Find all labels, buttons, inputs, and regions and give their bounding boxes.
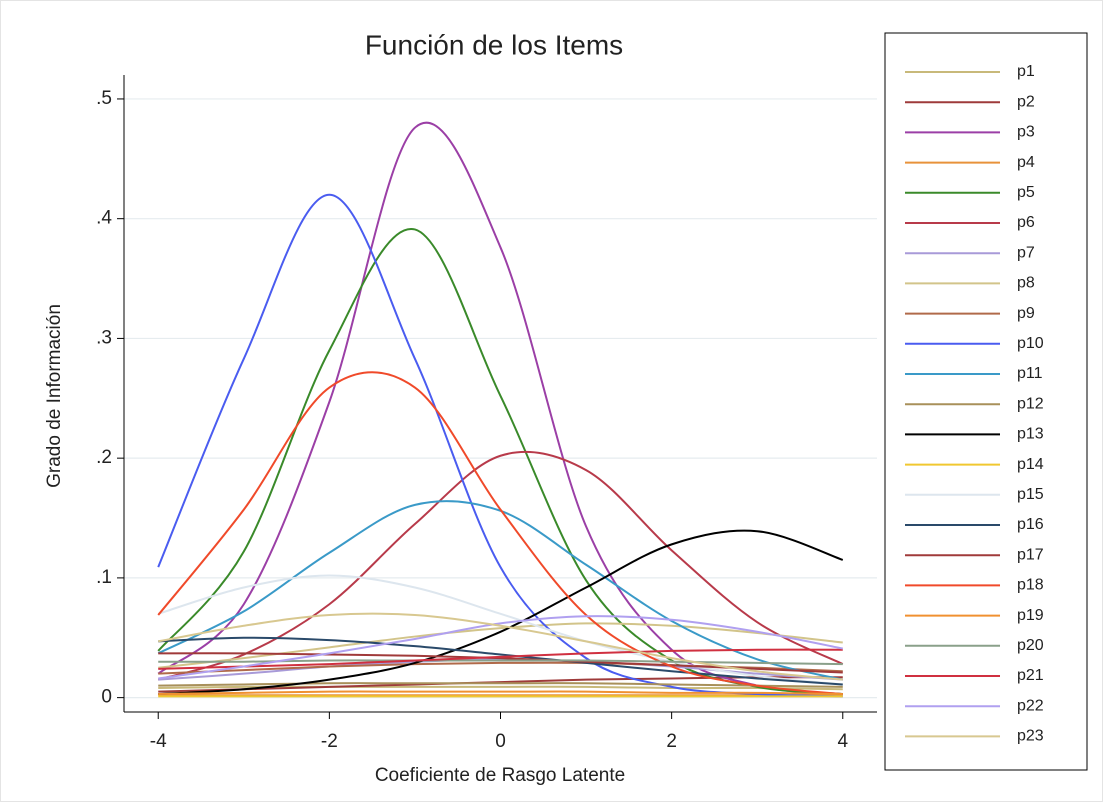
legend-label: p21 bbox=[1017, 667, 1044, 684]
series-line bbox=[158, 636, 843, 686]
legend-label: p9 bbox=[1017, 305, 1035, 322]
legend-label: p22 bbox=[1017, 697, 1044, 714]
series-line bbox=[158, 529, 844, 696]
y-tick-label: .5 bbox=[96, 88, 112, 109]
legend-label: p8 bbox=[1017, 275, 1035, 292]
legend-label: p14 bbox=[1017, 456, 1044, 473]
series-line bbox=[157, 193, 843, 698]
legend-label: p16 bbox=[1017, 516, 1044, 533]
y-tick-label: .2 bbox=[96, 447, 112, 468]
legend-label: p4 bbox=[1017, 154, 1035, 171]
legend-label: p5 bbox=[1017, 184, 1035, 201]
y-tick-label: .1 bbox=[96, 567, 112, 588]
y-tick-label: .3 bbox=[96, 327, 112, 348]
legend-label: p1 bbox=[1017, 63, 1035, 80]
legend-label: p7 bbox=[1017, 244, 1035, 261]
legend-label: p12 bbox=[1017, 395, 1044, 412]
series-line bbox=[158, 659, 843, 666]
legend-label: p20 bbox=[1017, 637, 1044, 654]
series-line bbox=[157, 371, 843, 696]
legend-label: p23 bbox=[1017, 728, 1044, 745]
series-line bbox=[158, 612, 843, 681]
legend-label: p2 bbox=[1017, 93, 1035, 110]
series-line bbox=[157, 574, 843, 686]
legend-label: p19 bbox=[1017, 607, 1044, 624]
series-line bbox=[158, 648, 843, 670]
y-axis-title: Grado de Información bbox=[44, 304, 65, 488]
legend-label: p15 bbox=[1017, 486, 1044, 503]
x-axis-title: Coeficiente de Rasgo Latente bbox=[375, 765, 625, 786]
legend-label: p10 bbox=[1017, 335, 1044, 352]
x-tick-label: 0 bbox=[495, 731, 506, 752]
series-line bbox=[157, 450, 844, 681]
chart-title: Función de los Items bbox=[365, 29, 623, 60]
legend-label: p11 bbox=[1017, 365, 1043, 382]
series-line bbox=[158, 622, 843, 669]
legend-label: p17 bbox=[1017, 546, 1044, 563]
series-line bbox=[158, 615, 843, 680]
y-tick-label: 0 bbox=[101, 687, 112, 708]
x-tick-label: 2 bbox=[666, 731, 677, 752]
x-tick-label: -2 bbox=[321, 731, 338, 752]
legend-label: p13 bbox=[1017, 426, 1044, 443]
legend-label: p3 bbox=[1017, 124, 1035, 141]
series-line bbox=[157, 121, 843, 696]
legend-label: p6 bbox=[1017, 214, 1035, 231]
x-tick-label: 4 bbox=[837, 731, 848, 752]
legend-box bbox=[884, 32, 1088, 771]
series-line bbox=[158, 676, 843, 693]
series-line bbox=[158, 690, 843, 696]
legend-label: p18 bbox=[1017, 577, 1044, 594]
x-tick-label: -4 bbox=[150, 731, 167, 752]
series-line bbox=[158, 682, 843, 688]
y-tick-label: .4 bbox=[96, 208, 112, 229]
